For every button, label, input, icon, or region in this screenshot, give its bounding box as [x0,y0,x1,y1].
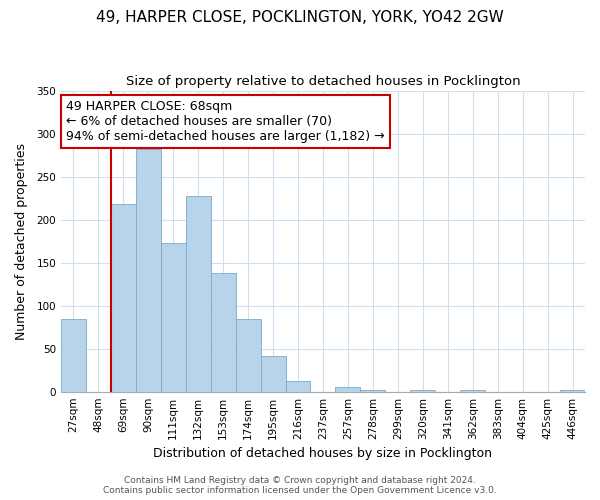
Bar [286,382,310,392]
Bar [335,388,361,392]
Bar [410,390,435,392]
Text: Contains HM Land Registry data © Crown copyright and database right 2024.
Contai: Contains HM Land Registry data © Crown c… [103,476,497,495]
Text: 49, HARPER CLOSE, POCKLINGTON, YORK, YO42 2GW: 49, HARPER CLOSE, POCKLINGTON, YORK, YO4… [96,10,504,25]
Bar [260,356,286,392]
Bar [211,273,236,392]
Bar [161,243,186,392]
Text: 49 HARPER CLOSE: 68sqm
← 6% of detached houses are smaller (70)
94% of semi-deta: 49 HARPER CLOSE: 68sqm ← 6% of detached … [66,100,385,142]
Bar [361,390,385,392]
Bar [111,204,136,392]
Bar [560,390,585,392]
X-axis label: Distribution of detached houses by size in Pocklington: Distribution of detached houses by size … [154,447,493,460]
Bar [136,149,161,392]
Bar [186,196,211,392]
Y-axis label: Number of detached properties: Number of detached properties [15,142,28,340]
Title: Size of property relative to detached houses in Pocklington: Size of property relative to detached ho… [125,75,520,88]
Bar [460,390,485,392]
Bar [236,318,260,392]
Bar [61,318,86,392]
